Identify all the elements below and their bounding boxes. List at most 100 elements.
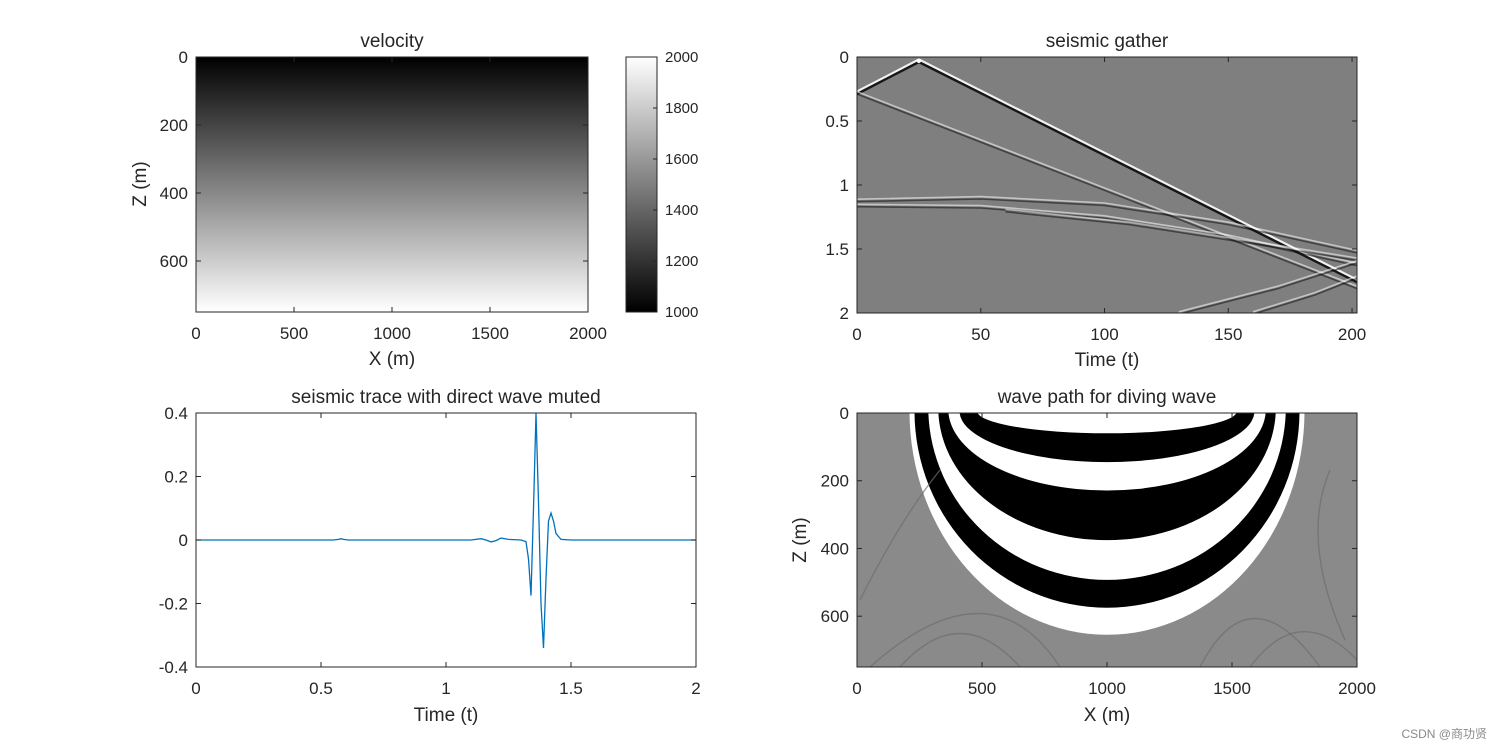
wavepath-xtick-label: 1500 <box>1213 679 1251 698</box>
gather-xtick-label: 0 <box>852 325 861 344</box>
gather-event-direct-right <box>918 60 1357 284</box>
wavepath-xtick-label: 2000 <box>1338 679 1376 698</box>
gather-event-late-2-light <box>1252 275 1357 313</box>
trace-ytick-label: 0 <box>179 531 188 550</box>
gather-ytick-label: 2 <box>840 304 849 323</box>
wavepath-ytick-label: 400 <box>821 539 849 558</box>
trace-title: seismic trace with direct wave muted <box>291 387 600 408</box>
trace-xtick-label: 1 <box>441 679 450 698</box>
colorbar-tick-label: 1200 <box>665 253 698 270</box>
wavepath-artifact-arc <box>869 612 1061 667</box>
velocity-colorbar: 1000 1200 1400 1600 1800 2000 <box>625 49 698 321</box>
wavepath-xlabel: X (m) <box>1084 705 1130 726</box>
gather-title: seismic gather <box>1046 31 1169 52</box>
gather-event-reflection-1 <box>857 198 1357 254</box>
gather-xticks: 0 50 100 150 200 <box>852 57 1366 344</box>
velocity-xtick-label: 1500 <box>471 324 509 343</box>
gather-ytick-label: 1.5 <box>825 240 849 259</box>
colorbar-tick-label: 1000 <box>665 304 698 321</box>
colorbar-tick-label: 2000 <box>665 49 698 66</box>
colorbar-box <box>625 56 658 313</box>
trace-xtick-label: 2 <box>691 679 700 698</box>
gather-event-direct-left <box>857 60 920 96</box>
velocity-ylabel: Z (m) <box>130 161 151 206</box>
velocity-ytick-label: 0 <box>179 48 188 67</box>
trace-xlabel: Time (t) <box>414 705 479 726</box>
velocity-xtick-label: 500 <box>280 324 308 343</box>
velocity-panel: velocity X (m) Z (m) 0 500 1000 1500 2000 0 2… <box>130 31 607 370</box>
wavepath-ytick-label: 200 <box>821 472 849 491</box>
wavepath-ylabel: Z (m) <box>790 517 811 562</box>
gather-event-late-2 <box>1254 277 1357 313</box>
gather-xtick-label: 50 <box>971 325 990 344</box>
wavepath-artifact-arc <box>899 632 1021 667</box>
gather-source-apex <box>916 58 922 64</box>
velocity-xtick-label: 2000 <box>569 324 607 343</box>
trace-ytick-label: 0.4 <box>164 404 188 423</box>
wavepath-artifacts <box>859 469 1357 667</box>
colorbar-tick-label: 1600 <box>665 151 698 168</box>
gather-background <box>857 57 1357 313</box>
wavepath-band-white-3 <box>977 413 1237 434</box>
velocity-xtick-label: 0 <box>191 324 200 343</box>
seismic-trace-panel: seismic trace with direct wave muted Tim… <box>159 387 701 726</box>
gather-xtick-label: 100 <box>1090 325 1118 344</box>
wavepath-artifact-arc <box>1249 630 1357 667</box>
velocity-xticks: 0 500 1000 1500 2000 <box>191 57 607 343</box>
gather-xlabel: Time (t) <box>1075 350 1140 371</box>
trace-xtick-label: 0.5 <box>309 679 333 698</box>
colorbar-gradient <box>626 57 657 312</box>
gather-event-reflection-3-light <box>1005 208 1357 259</box>
velocity-xlabel: X (m) <box>369 349 415 370</box>
wavepath-artifact-arc <box>859 469 941 601</box>
gather-xtick-label: 150 <box>1214 325 1242 344</box>
wavepath-bands <box>909 413 1305 635</box>
gather-ytick-label: 0.5 <box>825 112 849 131</box>
seismic-gather-panel: seismic gather Time (t) 0 50 100 150 200 0 0.… <box>825 31 1366 371</box>
wavepath-artifact-arc <box>1199 617 1321 667</box>
velocity-xtick-label: 1000 <box>373 324 411 343</box>
trace-xticks: 0 0.5 1 1.5 2 <box>191 413 701 698</box>
gather-event-reflection-1-light <box>857 195 1357 252</box>
velocity-yticks: 0 200 400 600 <box>160 48 588 271</box>
wavepath-ytick-label: 600 <box>821 607 849 626</box>
colorbar-tick-label: 1800 <box>665 100 698 117</box>
trace-series-line <box>196 413 696 649</box>
wavepath-xtick-label: 0 <box>852 679 861 698</box>
gather-ytick-label: 1 <box>840 176 849 195</box>
gather-xtick-label: 200 <box>1338 325 1366 344</box>
wavepath-xticks: 0 500 1000 1500 2000 <box>852 413 1376 698</box>
trace-ytick-label: -0.2 <box>159 595 188 614</box>
wave-path-panel: wave path for diving wave X (m) Z (m) 0 5… <box>790 387 1376 726</box>
velocity-image <box>196 57 588 312</box>
trace-ytick-label: 0.2 <box>164 468 188 487</box>
gather-ytick-label: 0 <box>840 48 849 67</box>
velocity-ytick-label: 200 <box>160 116 188 135</box>
gather-event-diving-wave <box>857 93 1357 290</box>
wavepath-xtick-label: 1000 <box>1088 679 1126 698</box>
velocity-ytick-label: 400 <box>160 184 188 203</box>
wavepath-yticks: 0 200 400 600 <box>821 404 1357 626</box>
gather-event-direct-left-light <box>857 58 920 93</box>
velocity-ytick-label: 600 <box>160 252 188 271</box>
gather-event-reflection-3 <box>1005 211 1357 262</box>
velocity-title: velocity <box>360 31 424 52</box>
gather-event-diving-wave-light <box>857 90 1357 287</box>
watermark: CSDN @商功贤 <box>1401 726 1487 741</box>
wavepath-artifact-arc <box>1317 469 1346 641</box>
trace-yticks: -0.4 -0.2 0 0.2 0.4 <box>159 404 696 677</box>
gather-event-direct-right-light <box>918 58 1357 281</box>
gather-event-late-1 <box>1180 262 1357 313</box>
gather-event-late-1-light <box>1178 259 1357 313</box>
colorbar-ticks: 1000 1200 1400 1600 1800 2000 <box>653 49 698 321</box>
colorbar-tick-label: 1400 <box>665 202 698 219</box>
trace-xtick-label: 1.5 <box>559 679 583 698</box>
gather-events <box>857 58 1357 313</box>
wavepath-xtick-label: 500 <box>968 679 996 698</box>
wavepath-ytick-label: 0 <box>840 404 849 423</box>
trace-ytick-label: -0.4 <box>159 658 188 677</box>
gather-yticks: 0 0.5 1 1.5 2 <box>825 48 1357 323</box>
trace-xtick-label: 0 <box>191 679 200 698</box>
wavepath-title: wave path for diving wave <box>997 387 1217 408</box>
